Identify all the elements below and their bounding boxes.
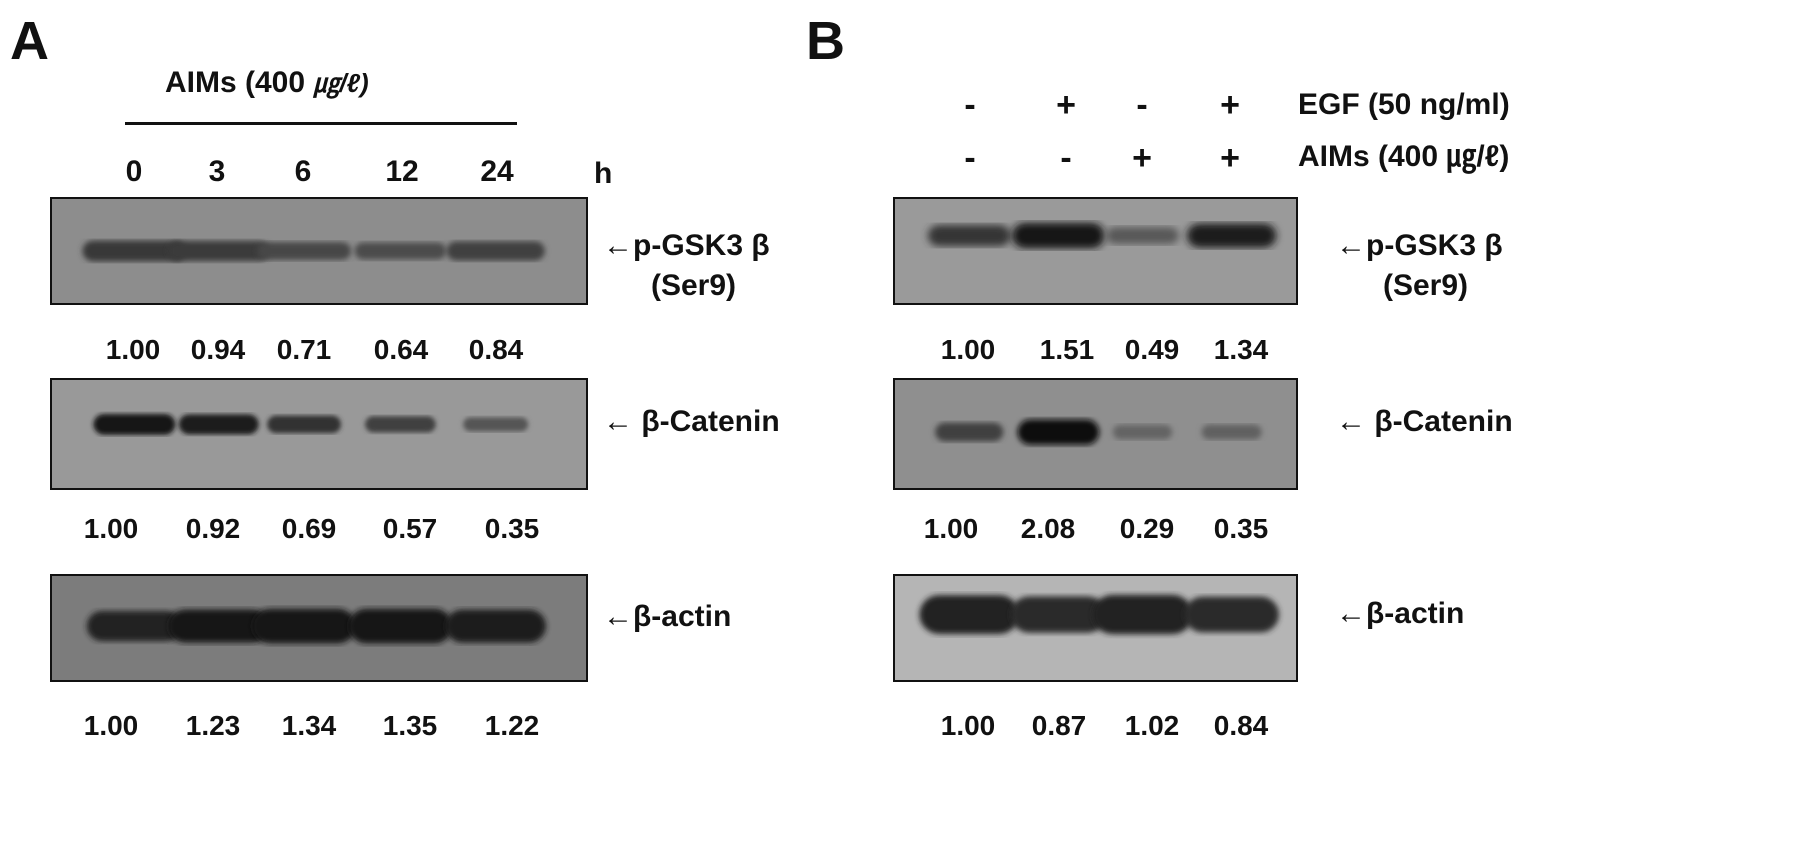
panel-b-blot-pgsk3b-image bbox=[927, 222, 1277, 249]
panel-b-label-bactin: ←β-actin bbox=[1336, 597, 1465, 630]
panel-a-label-pgsk3b: ←p-GSK3 β bbox=[603, 229, 770, 262]
panel-a-bactin-band-3 bbox=[252, 608, 356, 644]
panel-a-bactin-value-3: 1.34 bbox=[281, 710, 337, 741]
panel-b-bactin-value-3: 1.02 bbox=[1124, 710, 1180, 741]
panel-a-bactin-value-4: 1.35 bbox=[382, 710, 438, 741]
panel-b-blot-bactin-image bbox=[919, 594, 1279, 635]
panel-a-bcatenin-value-5: 0.35 bbox=[484, 513, 540, 544]
panel-a-bcatenin-value-4: 0.57 bbox=[382, 513, 438, 544]
panel-a-blot-pgsk3b bbox=[50, 197, 588, 305]
panel-a-treatment-label: AIMs (400 ㎍/ℓ) bbox=[165, 68, 369, 98]
panel-b-blot-pgsk3b bbox=[893, 197, 1298, 305]
panel-b-egf-label: EGF (50 ng/ml) bbox=[1298, 88, 1510, 121]
panel-a-bcatenin-band-5 bbox=[463, 417, 529, 432]
panel-a-pgsk3b-value-5: 0.84 bbox=[468, 334, 524, 365]
panel-a-time-12: 12 bbox=[385, 155, 419, 188]
panel-a-bcatenin-band-2 bbox=[178, 414, 259, 435]
panel-b-letter: B bbox=[806, 11, 845, 71]
panel-a-blot-bcatenin bbox=[50, 378, 588, 490]
panel-a-pgsk3b-band-3 bbox=[257, 242, 352, 260]
panel-a-blot-bactin-image bbox=[86, 608, 546, 644]
panel-a-bcatenin-band-3 bbox=[267, 415, 342, 434]
panel-b-aims-sign-3: + bbox=[1132, 139, 1152, 177]
panel-a-bcatenin-value-3: 0.69 bbox=[281, 513, 337, 544]
panel-a-bactin-band-5 bbox=[445, 609, 546, 643]
panel-b-pgsk3b-value-1: 1.00 bbox=[940, 334, 996, 365]
panel-a-pgsk3b-band-4 bbox=[354, 242, 447, 260]
panel-a-pgsk3b-band-2 bbox=[167, 240, 270, 262]
panel-a-treatment-main: AIMs (400 bbox=[165, 66, 314, 99]
panel-a-time-unit: h bbox=[594, 157, 613, 190]
panel-a-blot-bcatenin-image bbox=[93, 413, 529, 435]
panel-b-pgsk3b-value-3: 0.49 bbox=[1124, 334, 1180, 365]
panel-a-label-bactin: ←β-actin bbox=[603, 600, 732, 633]
panel-b-label-bcatenin: ← β-Catenin bbox=[1336, 405, 1513, 438]
panel-a-bactin-value-1: 1.00 bbox=[83, 710, 139, 741]
panel-b-bactin-band-1 bbox=[919, 595, 1020, 634]
panel-b-label-pgsk3b: ←p-GSK3 β bbox=[1336, 229, 1503, 262]
panel-a-pgsk3b-band-1 bbox=[82, 240, 187, 262]
panel-b-aims-sign-1: - bbox=[964, 139, 976, 177]
panel-a-label-bcatenin: ← β-Catenin bbox=[603, 405, 780, 438]
panel-a-time-0: 0 bbox=[125, 155, 143, 188]
panel-b-pgsk3b-band-2 bbox=[1012, 222, 1105, 249]
panel-a-time-3: 3 bbox=[208, 155, 226, 188]
panel-a-treatment-unit: ㎍/ℓ) bbox=[313, 68, 369, 98]
panel-b-aims-label: AIMs (400 ㎍/ℓ) bbox=[1298, 140, 1510, 173]
panel-b-bactin-value-2: 0.87 bbox=[1031, 710, 1087, 741]
panel-a-bactin-value-5: 1.22 bbox=[484, 710, 540, 741]
panel-b-pgsk3b-value-4: 1.34 bbox=[1213, 334, 1269, 365]
panel-b-blot-bactin bbox=[893, 574, 1298, 682]
panel-b-egf-sign-1: - bbox=[964, 86, 976, 124]
panel-a-bactin-band-4 bbox=[348, 608, 453, 644]
panel-b-pgsk3b-band-3 bbox=[1106, 227, 1179, 245]
panel-a-bcatenin-value-2: 0.92 bbox=[185, 513, 241, 544]
panel-a-treatment-bracket bbox=[125, 122, 517, 125]
panel-a-pgsk3b-value-2: 0.94 bbox=[190, 334, 246, 365]
panel-b-bactin-band-3 bbox=[1092, 594, 1193, 635]
panel-b-bcatenin-value-1: 1.00 bbox=[923, 513, 979, 544]
panel-b-bcatenin-value-4: 0.35 bbox=[1213, 513, 1269, 544]
panel-a-blot-bactin bbox=[50, 574, 588, 682]
panel-b-aims-sign-4: + bbox=[1220, 139, 1240, 177]
panel-b-pgsk3b-value-2: 1.51 bbox=[1039, 334, 1095, 365]
panel-b-bactin-value-1: 1.00 bbox=[940, 710, 996, 741]
panel-b-pgsk3b-band-1 bbox=[927, 225, 1011, 247]
panel-b-bcatenin-band-3 bbox=[1112, 424, 1173, 440]
panel-b-pgsk3b-band-4 bbox=[1187, 223, 1277, 248]
panel-b-aims-sign-2: - bbox=[1060, 139, 1072, 177]
panel-a-blot-pgsk3b-image bbox=[82, 240, 545, 262]
panel-a-bcatenin-value-1: 1.00 bbox=[83, 513, 139, 544]
panel-a-time-24: 24 bbox=[480, 155, 514, 188]
panel-a-pgsk3b-value-1: 1.00 bbox=[105, 334, 161, 365]
panel-a-letter: A bbox=[10, 11, 49, 71]
panel-b-egf-sign-2: + bbox=[1056, 86, 1076, 124]
panel-a-bcatenin-band-1 bbox=[93, 413, 176, 435]
panel-a-pgsk3b-band-5 bbox=[446, 241, 545, 261]
panel-b-label-ser9: (Ser9) bbox=[1383, 269, 1469, 302]
panel-a-pgsk3b-value-4: 0.64 bbox=[373, 334, 429, 365]
panel-a-pgsk3b-value-3: 0.71 bbox=[276, 334, 332, 365]
panel-b-egf-sign-4: + bbox=[1220, 86, 1240, 124]
panel-a-time-6: 6 bbox=[294, 155, 312, 188]
panel-a-bactin-band-1 bbox=[86, 610, 182, 642]
panel-b-bcatenin-value-3: 0.29 bbox=[1119, 513, 1175, 544]
panel-a-bactin-value-2: 1.23 bbox=[185, 710, 241, 741]
panel-b-bcatenin-band-1 bbox=[935, 422, 1004, 442]
panel-b-bactin-band-4 bbox=[1184, 596, 1279, 633]
panel-a-label-ser9: (Ser9) bbox=[651, 269, 737, 302]
panel-a-bactin-band-2 bbox=[168, 609, 270, 643]
panel-b-bcatenin-band-4 bbox=[1201, 424, 1262, 440]
panel-b-bactin-value-4: 0.84 bbox=[1213, 710, 1269, 741]
panel-b-egf-sign-3: - bbox=[1136, 86, 1148, 124]
panel-b-blot-bcatenin-image bbox=[935, 419, 1262, 445]
panel-b-blot-bcatenin bbox=[893, 378, 1298, 490]
panel-b-bcatenin-value-2: 2.08 bbox=[1020, 513, 1076, 544]
panel-a-bcatenin-band-4 bbox=[365, 416, 436, 433]
panel-b-bcatenin-band-2 bbox=[1017, 419, 1100, 445]
panel-b-bactin-band-2 bbox=[1010, 596, 1107, 633]
